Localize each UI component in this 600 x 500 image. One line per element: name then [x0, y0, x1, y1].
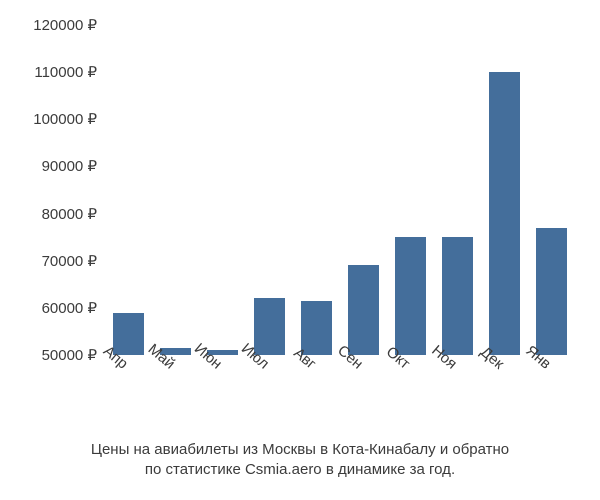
- plot-area: 50000 ₽60000 ₽70000 ₽80000 ₽90000 ₽10000…: [105, 25, 575, 355]
- bar: [536, 228, 568, 355]
- y-tick-label: 70000 ₽: [42, 252, 105, 270]
- y-tick-label: 100000 ₽: [33, 110, 105, 128]
- y-tick-label: 50000 ₽: [42, 346, 105, 364]
- y-tick-label: 90000 ₽: [42, 157, 105, 175]
- bar: [395, 237, 427, 355]
- caption-line-1: Цены на авиабилеты из Москвы в Кота-Кина…: [0, 440, 600, 460]
- y-tick-label: 120000 ₽: [33, 16, 105, 34]
- bar: [489, 72, 521, 355]
- y-tick-label: 110000 ₽: [34, 63, 105, 81]
- chart-caption: Цены на авиабилеты из Москвы в Кота-Кина…: [0, 440, 600, 481]
- price-chart: 50000 ₽ 60000 ₽ 70000 ₽ 80000 ₽ 90000 ₽ 10000…: [0, 0, 600, 500]
- y-tick-label: 60000 ₽: [42, 299, 105, 317]
- bar: [442, 237, 474, 355]
- x-tick-label: Июн: [190, 336, 228, 373]
- y-tick-label: 80000 ₽: [42, 205, 105, 223]
- x-tick-label: Май: [144, 336, 181, 373]
- caption-line-2: по статистике Csmia.aero в динамике за г…: [0, 460, 600, 480]
